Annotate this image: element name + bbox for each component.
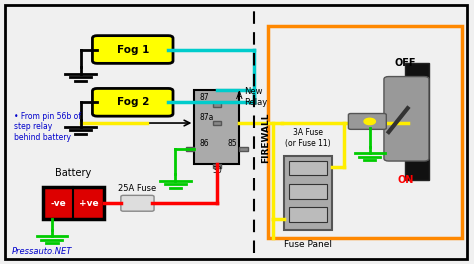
- FancyBboxPatch shape: [43, 187, 104, 219]
- Text: FIREWALL: FIREWALL: [261, 112, 270, 163]
- Text: 30: 30: [212, 166, 222, 175]
- Text: Fog 1: Fog 1: [117, 45, 149, 55]
- Text: A: A: [236, 91, 243, 101]
- FancyBboxPatch shape: [348, 114, 386, 129]
- FancyBboxPatch shape: [212, 121, 221, 125]
- Text: Fog 2: Fog 2: [117, 97, 149, 107]
- FancyBboxPatch shape: [194, 90, 239, 164]
- FancyBboxPatch shape: [284, 156, 332, 230]
- Text: 87a: 87a: [199, 113, 213, 122]
- Text: • From pin 56b of
step relay
behind battery: • From pin 56b of step relay behind batt…: [14, 112, 81, 142]
- Text: ON: ON: [397, 175, 413, 185]
- Text: -ve: -ve: [50, 199, 66, 208]
- FancyBboxPatch shape: [289, 184, 327, 199]
- FancyBboxPatch shape: [121, 195, 154, 211]
- FancyBboxPatch shape: [268, 26, 462, 238]
- FancyBboxPatch shape: [239, 147, 248, 151]
- Text: 86: 86: [199, 139, 209, 148]
- Text: 87: 87: [199, 93, 209, 102]
- FancyBboxPatch shape: [384, 77, 429, 161]
- FancyBboxPatch shape: [289, 207, 327, 222]
- Text: OFF: OFF: [394, 58, 416, 68]
- Text: 85: 85: [228, 139, 237, 148]
- Text: New
Relay: New Relay: [244, 87, 267, 106]
- Text: +ve: +ve: [79, 199, 99, 208]
- FancyBboxPatch shape: [92, 36, 173, 63]
- FancyBboxPatch shape: [92, 88, 173, 116]
- Text: Fuse Panel: Fuse Panel: [284, 240, 332, 249]
- Text: Pressauto.NET: Pressauto.NET: [12, 247, 72, 256]
- FancyBboxPatch shape: [212, 164, 221, 168]
- Circle shape: [364, 118, 375, 125]
- FancyBboxPatch shape: [405, 63, 429, 180]
- FancyBboxPatch shape: [212, 102, 221, 107]
- FancyBboxPatch shape: [5, 5, 467, 259]
- FancyBboxPatch shape: [186, 147, 194, 151]
- Text: 3A Fuse
(or Fuse 11): 3A Fuse (or Fuse 11): [285, 129, 331, 148]
- Text: Battery: Battery: [55, 168, 91, 178]
- FancyBboxPatch shape: [289, 161, 327, 175]
- Text: 25A Fuse: 25A Fuse: [118, 184, 156, 193]
